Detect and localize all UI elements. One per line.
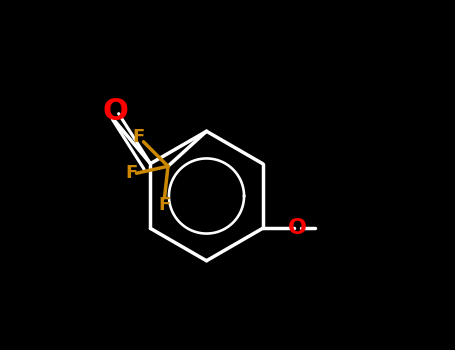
Text: O: O — [102, 97, 128, 126]
Text: O: O — [288, 218, 307, 238]
Text: F: F — [132, 127, 144, 146]
Text: F: F — [158, 196, 171, 214]
Text: F: F — [125, 164, 137, 182]
